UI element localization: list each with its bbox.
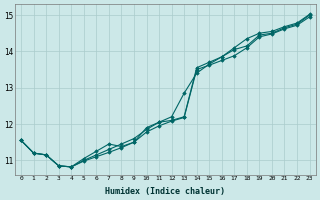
X-axis label: Humidex (Indice chaleur): Humidex (Indice chaleur) <box>105 187 225 196</box>
